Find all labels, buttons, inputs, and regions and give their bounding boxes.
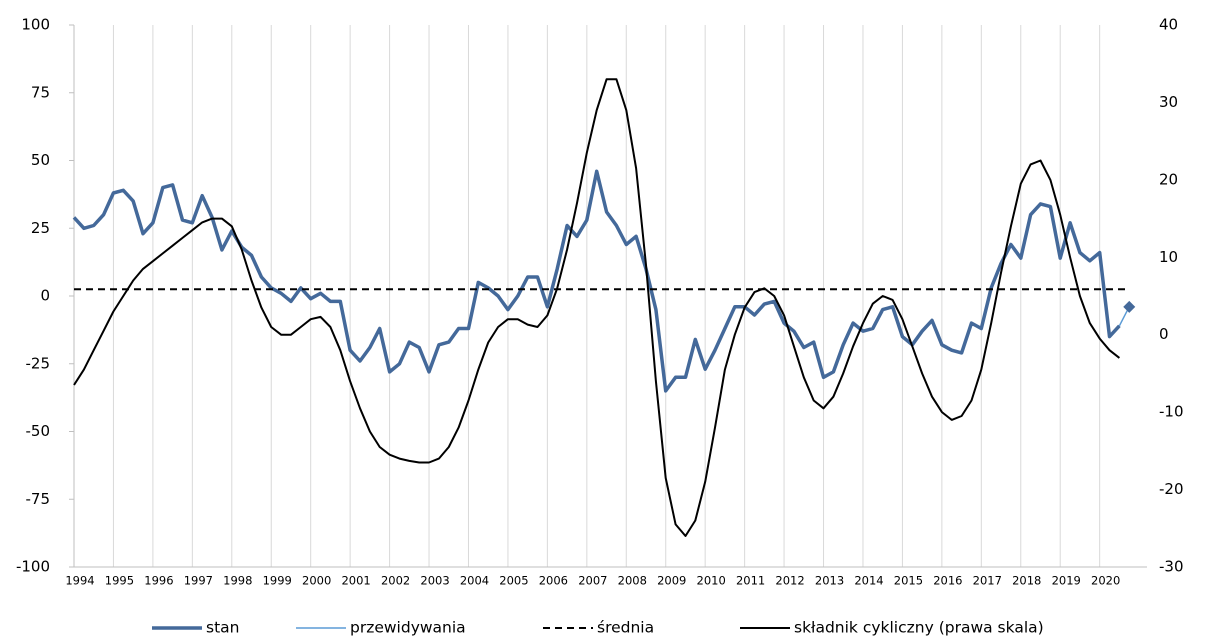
y-tick-label: -50 xyxy=(26,422,51,440)
y2-tick-label: 30 xyxy=(1159,93,1178,111)
y-tick-label: 100 xyxy=(21,16,50,34)
x-tick-label: 2016 xyxy=(933,574,962,588)
y2-tick-label: -30 xyxy=(1159,558,1184,576)
legend-label: średnia xyxy=(597,619,654,637)
legend-label: przewidywania xyxy=(350,619,466,637)
x-tick-label: 2008 xyxy=(618,574,647,588)
x-tick-label: 1994 xyxy=(65,574,94,588)
x-tick-label: 2005 xyxy=(499,574,528,588)
x-tick-label: 2007 xyxy=(578,574,607,588)
y2-tick-label: -10 xyxy=(1159,403,1184,421)
y-tick-label: -25 xyxy=(26,354,51,372)
y-tick-label: 50 xyxy=(31,151,50,169)
x-tick-label: 1999 xyxy=(263,574,292,588)
x-tick-label: 2019 xyxy=(1052,574,1081,588)
legend-label: składnik cykliczny (prawa skala) xyxy=(794,619,1044,637)
x-tick-label: 2011 xyxy=(736,574,765,588)
x-tick-label: 2001 xyxy=(341,574,370,588)
x-tick-label: 1996 xyxy=(144,574,173,588)
x-tick-label: 2004 xyxy=(460,574,489,588)
x-tick-label: 2020 xyxy=(1091,574,1120,588)
y2-tick-label: 10 xyxy=(1159,248,1178,266)
series-line xyxy=(72,169,1121,393)
x-tick-label: 2006 xyxy=(539,574,568,588)
y-tick-label: -100 xyxy=(16,558,50,576)
x-tick-label: 1995 xyxy=(105,574,134,588)
x-tick-label: 1997 xyxy=(184,574,213,588)
point-marker xyxy=(1123,300,1136,313)
x-tick-label: 2003 xyxy=(420,574,449,588)
y2-tick-label: 0 xyxy=(1159,325,1169,343)
y2-tick-label: -20 xyxy=(1159,480,1184,498)
x-tick-label: 2012 xyxy=(775,574,804,588)
y-tick-label: 25 xyxy=(31,219,50,237)
series-line xyxy=(73,78,1121,537)
y-tick-label: 75 xyxy=(31,83,50,101)
x-tick-label: 2018 xyxy=(1012,574,1041,588)
x-tick-label: 2017 xyxy=(973,574,1002,588)
x-tick-label: 2000 xyxy=(302,574,331,588)
x-tick-label: 2013 xyxy=(815,574,844,588)
x-tick-label: 2014 xyxy=(854,574,883,588)
y-tick-label: -75 xyxy=(26,490,51,508)
y2-tick-label: 20 xyxy=(1159,170,1178,188)
x-tick-label: 2009 xyxy=(657,574,686,588)
y2-tick-label: 40 xyxy=(1159,16,1178,34)
legend-label: stan xyxy=(206,619,239,637)
y-tick-label: 0 xyxy=(40,287,50,305)
x-tick-label: 1998 xyxy=(223,574,252,588)
x-tick-label: 2002 xyxy=(381,574,410,588)
x-tick-label: 2010 xyxy=(697,574,726,588)
x-tick-label: 2015 xyxy=(894,574,923,588)
